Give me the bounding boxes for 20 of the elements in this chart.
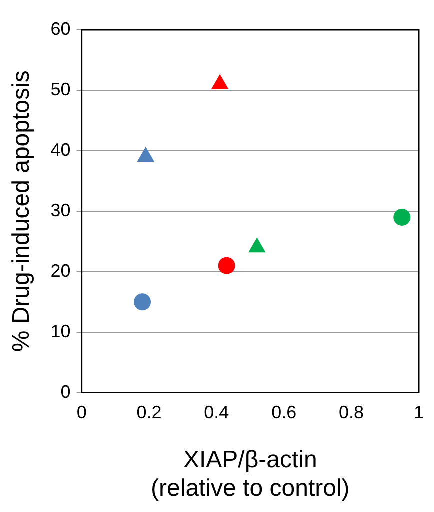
point bbox=[211, 74, 229, 90]
y-tick-label: 50 bbox=[50, 79, 71, 100]
point bbox=[134, 294, 152, 311]
y-tick-label: 10 bbox=[50, 321, 71, 342]
x-tick-label: 0.4 bbox=[204, 402, 230, 423]
y-tick-label: 0 bbox=[60, 382, 71, 402]
x-tick-label: 1 bbox=[414, 402, 424, 423]
point bbox=[137, 146, 155, 162]
point bbox=[394, 208, 411, 226]
x-tick-label: 0.8 bbox=[339, 402, 364, 423]
y-tick-label: 30 bbox=[50, 200, 71, 220]
x-axis-title: XIAP/β-actin (relative to control) bbox=[151, 446, 350, 502]
y-tick-label: 20 bbox=[50, 260, 71, 281]
x-tick-label: 0.6 bbox=[272, 402, 297, 423]
point bbox=[218, 257, 236, 274]
x-tick-label: 0 bbox=[76, 402, 87, 423]
y-tick-label: 40 bbox=[50, 140, 71, 160]
x-tick-label: 0.2 bbox=[136, 402, 162, 423]
y-tick-label: 60 bbox=[50, 18, 71, 39]
y-axis-title: % Drug-induced apoptosis bbox=[8, 70, 36, 352]
